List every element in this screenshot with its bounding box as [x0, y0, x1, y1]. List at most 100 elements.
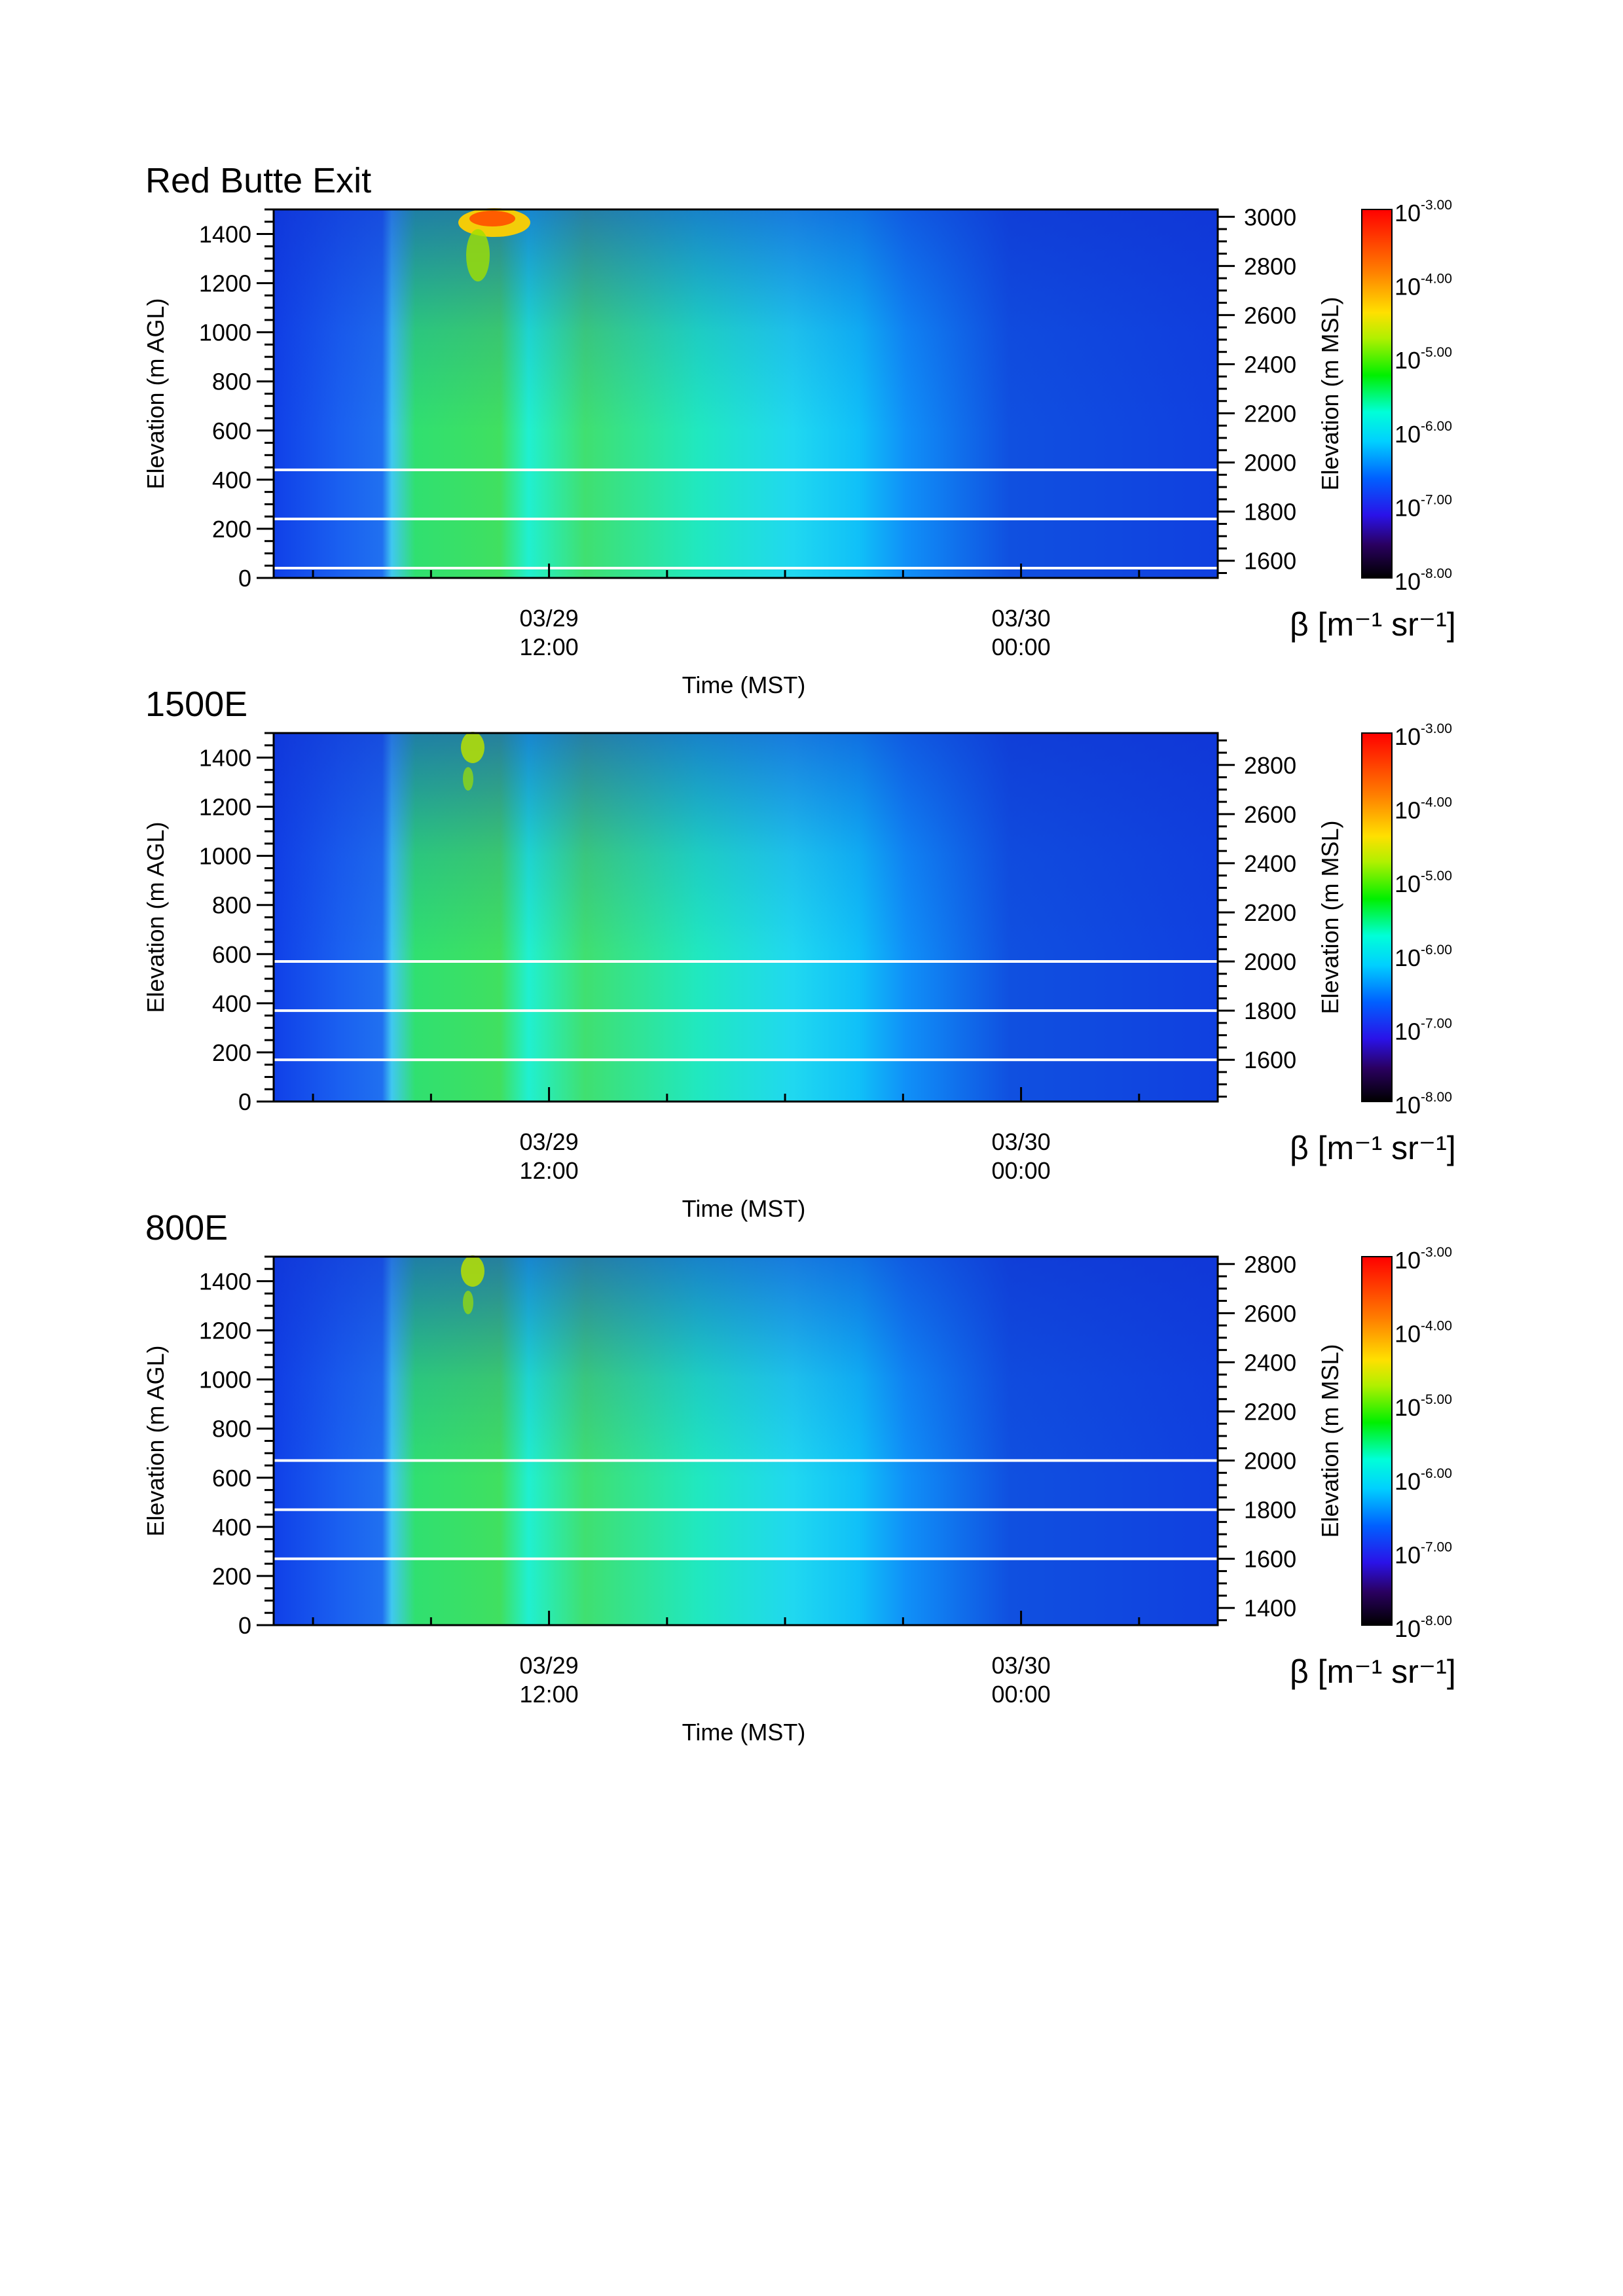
- colorbar: 10-3.0010-4.0010-5.0010-6.0010-7.0010-8.…: [1290, 1245, 1456, 1690]
- colorbar-label-base: 10: [1395, 200, 1421, 226]
- colorbar-label-exponent: -4.00: [1421, 272, 1452, 287]
- plume-tail: [463, 1291, 473, 1314]
- colorbar-label-exponent: -6.00: [1421, 942, 1452, 958]
- y-tick-label: 1000: [199, 319, 251, 346]
- y-right-axis-label: Elevation (m MSL): [1317, 1344, 1343, 1537]
- y-tick-label: 400: [212, 1514, 251, 1541]
- colorbar-label: 10-8.00: [1395, 1090, 1452, 1119]
- y-tick-label: 400: [212, 990, 251, 1017]
- colorbar-label-exponent: -5.00: [1421, 1392, 1452, 1407]
- colorbar-label-exponent: -7.00: [1421, 1016, 1452, 1031]
- backscatter-field: [274, 208, 1218, 578]
- colorbar-label-exponent: -8.00: [1421, 1090, 1452, 1105]
- x-tick-time: 12:00: [520, 1681, 579, 1708]
- y-right-tick-label: 2600: [1244, 302, 1296, 329]
- colorbar-label: 10-8.00: [1395, 1613, 1452, 1642]
- field-upper-fade: [274, 209, 1218, 431]
- colorbar-label-base: 10: [1395, 1092, 1421, 1119]
- y-right-axis-label: Elevation (m MSL): [1317, 296, 1343, 490]
- panel-2: 1500E 0 200 400 600 800 1000 1200 1400 Elevation …: [142, 685, 1456, 1222]
- colorbar-label-base: 10: [1395, 1247, 1421, 1274]
- colorbar-label-base: 10: [1395, 1394, 1421, 1421]
- y-tick-label: 0: [238, 1612, 251, 1639]
- colorbar-gradient: [1361, 209, 1393, 579]
- colorbar-label-exponent: -5.00: [1421, 345, 1452, 360]
- colorbar-label: 10-4.00: [1395, 795, 1452, 824]
- y-tick-label: 1200: [199, 794, 251, 821]
- y-tick-label: 600: [212, 941, 251, 968]
- colorbar-label-exponent: -7.00: [1421, 492, 1452, 507]
- colorbar-label-exponent: -6.00: [1421, 419, 1452, 434]
- plume-core: [461, 732, 484, 763]
- colorbar-label-exponent: -4.00: [1421, 1319, 1452, 1334]
- y-right-tick-label: 2600: [1244, 801, 1296, 828]
- x-tick-time: 00:00: [992, 1681, 1051, 1708]
- colorbar-label-exponent: -3.00: [1421, 721, 1452, 736]
- y-axis-label: Elevation (m AGL): [142, 298, 169, 489]
- colorbar-label-exponent: -4.00: [1421, 795, 1452, 810]
- colorbar-label: 10-3.00: [1395, 198, 1452, 226]
- colorbar-label: 10-7.00: [1395, 1539, 1452, 1568]
- colorbar-label: 10-6.00: [1395, 942, 1452, 971]
- y-tick-label: 1000: [199, 843, 251, 870]
- x-tick-date: 03/29: [520, 1652, 579, 1679]
- colorbar-label-exponent: -7.00: [1421, 1539, 1452, 1554]
- colorbar-label: 10-3.00: [1395, 1245, 1452, 1274]
- y-right-tick-label: 1600: [1244, 548, 1296, 575]
- colorbar-label-base: 10: [1395, 723, 1421, 750]
- colorbar-label-base: 10: [1395, 1615, 1421, 1642]
- panel-1: Red Butte Exit 0 200 400 600 800 1000 1200 1400 E…: [142, 161, 1456, 698]
- plume-core: [461, 1255, 484, 1287]
- y-tick-label: 800: [212, 1416, 251, 1443]
- y-tick-label: 600: [212, 418, 251, 444]
- panel-title: 1500E: [145, 685, 247, 724]
- backscatter-field: [274, 732, 1218, 1102]
- y-tick-label: 1400: [199, 1268, 251, 1295]
- y-right-tick-label: 1800: [1244, 997, 1296, 1024]
- colorbar-label: 10-5.00: [1395, 345, 1452, 374]
- plume-peak: [469, 211, 515, 226]
- x-tick-date: 03/30: [992, 1128, 1051, 1155]
- y-right-tick-label: 1600: [1244, 1047, 1296, 1073]
- colorbar-label: 10-4.00: [1395, 272, 1452, 300]
- x-tick-time: 12:00: [520, 1157, 579, 1184]
- backscatter-field: [274, 1255, 1218, 1625]
- y-tick-label: 1000: [199, 1367, 251, 1393]
- colorbar-label-base: 10: [1395, 274, 1421, 300]
- x-tick-date: 03/30: [992, 605, 1051, 632]
- colorbar-title: β [m⁻¹ sr⁻¹]: [1290, 606, 1456, 643]
- colorbar-label-exponent: -8.00: [1421, 1613, 1452, 1628]
- colorbar: 10-3.0010-4.0010-5.0010-6.0010-7.0010-8.…: [1290, 721, 1456, 1166]
- y-right-tick-label: 2800: [1244, 1251, 1296, 1278]
- colorbar-label-base: 10: [1395, 1321, 1421, 1348]
- colorbar-label-base: 10: [1395, 797, 1421, 824]
- y-tick-label: 200: [212, 516, 251, 543]
- colorbar-label-base: 10: [1395, 1018, 1421, 1045]
- x-axis-label: Time (MST): [682, 672, 806, 698]
- y-tick-label: 0: [238, 1088, 251, 1115]
- colorbar-label: 10-7.00: [1395, 492, 1452, 521]
- y-tick-label: 1400: [199, 221, 251, 248]
- x-tick-date: 03/29: [520, 605, 579, 632]
- colorbar-gradient: [1361, 732, 1393, 1102]
- y-right-tick-label: 2200: [1244, 899, 1296, 926]
- y-tick-label: 1200: [199, 270, 251, 297]
- colorbar-gradient: [1361, 1256, 1393, 1626]
- x-axis-label: Time (MST): [682, 1719, 806, 1746]
- y-right-tick-label: 1400: [1244, 1595, 1296, 1622]
- y-right-tick-label: 2200: [1244, 401, 1296, 427]
- x-tick-time: 12:00: [520, 634, 579, 660]
- colorbar-label: 10-7.00: [1395, 1016, 1452, 1045]
- y-right-tick-label: 2000: [1244, 948, 1296, 975]
- y-right-tick-label: 2400: [1244, 1349, 1296, 1376]
- colorbar-label-base: 10: [1395, 870, 1421, 897]
- panel-title: Red Butte Exit: [145, 161, 371, 200]
- colorbar-label: 10-3.00: [1395, 721, 1452, 750]
- x-axis-label: Time (MST): [682, 1195, 806, 1222]
- y-right-tick-label: 1800: [1244, 1497, 1296, 1524]
- colorbar-title: β [m⁻¹ sr⁻¹]: [1290, 1653, 1456, 1690]
- colorbar-label-base: 10: [1395, 1541, 1421, 1568]
- colorbar-label-exponent: -6.00: [1421, 1466, 1452, 1481]
- y-right-axis-label: Elevation (m MSL): [1317, 820, 1343, 1014]
